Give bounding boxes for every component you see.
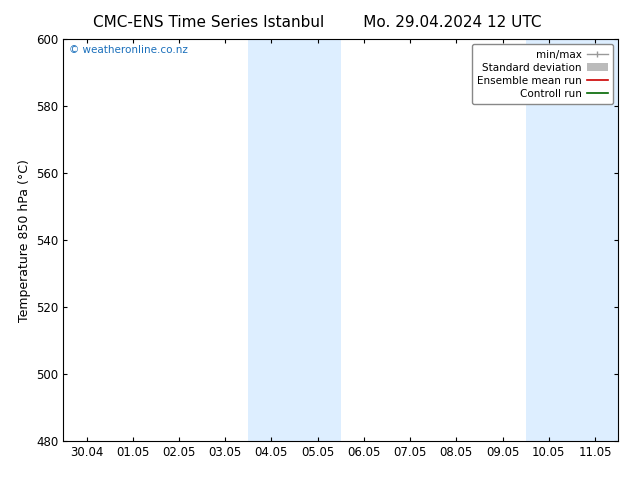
Text: CMC-ENS Time Series Istanbul        Mo. 29.04.2024 12 UTC: CMC-ENS Time Series Istanbul Mo. 29.04.2…	[93, 15, 541, 30]
Legend: min/max, Standard deviation, Ensemble mean run, Controll run: min/max, Standard deviation, Ensemble me…	[472, 45, 613, 104]
Bar	[526, 39, 618, 441]
Bar	[249, 39, 341, 441]
Y-axis label: Temperature 850 hPa (°C): Temperature 850 hPa (°C)	[18, 159, 30, 321]
Text: © weatheronline.co.nz: © weatheronline.co.nz	[69, 45, 188, 55]
